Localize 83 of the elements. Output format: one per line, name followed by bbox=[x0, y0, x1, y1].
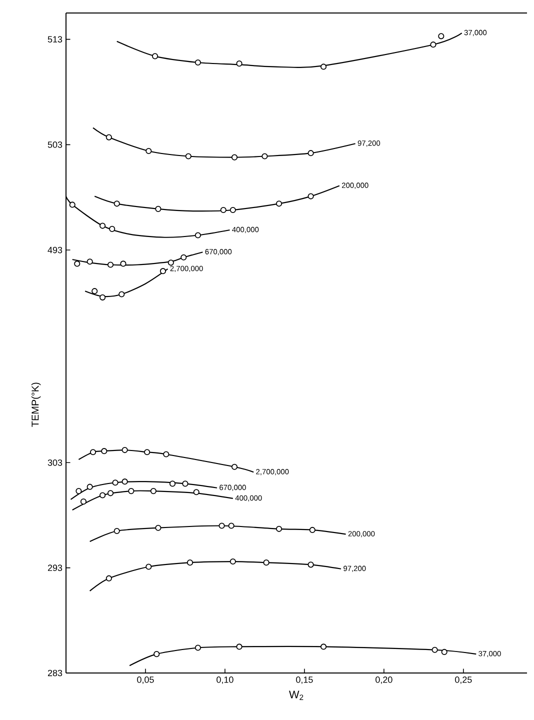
point bbox=[194, 59, 201, 66]
point bbox=[230, 206, 236, 214]
point bbox=[231, 464, 238, 470]
point bbox=[74, 260, 80, 267]
point bbox=[430, 42, 436, 48]
point bbox=[182, 480, 188, 487]
point bbox=[276, 200, 282, 207]
x-tick-label: 0,05 bbox=[137, 676, 154, 684]
point bbox=[107, 490, 114, 496]
line-series bbox=[70, 481, 218, 500]
point bbox=[150, 488, 156, 494]
x-tick-label: 0,15 bbox=[296, 676, 313, 684]
point bbox=[231, 154, 238, 160]
point bbox=[86, 258, 93, 265]
point bbox=[276, 526, 282, 532]
point bbox=[320, 64, 327, 70]
point bbox=[92, 288, 98, 294]
line-series bbox=[94, 185, 340, 212]
point bbox=[100, 222, 106, 229]
y-tick-label: 493 bbox=[48, 246, 62, 254]
point bbox=[193, 489, 200, 496]
point bbox=[218, 522, 225, 529]
point bbox=[432, 646, 438, 653]
point bbox=[155, 524, 162, 531]
point bbox=[262, 153, 268, 160]
point bbox=[308, 562, 314, 568]
point bbox=[86, 484, 93, 490]
point bbox=[154, 651, 160, 658]
point bbox=[69, 202, 76, 208]
point bbox=[128, 488, 134, 494]
x-tick-label: 0,10 bbox=[216, 676, 234, 684]
point bbox=[112, 480, 118, 486]
point bbox=[194, 232, 201, 238]
y-tick-label: 513 bbox=[48, 36, 62, 43]
point bbox=[122, 446, 128, 454]
y-tick-label: 293 bbox=[48, 564, 62, 572]
point bbox=[186, 560, 194, 566]
point bbox=[118, 291, 125, 298]
y-axis-title: TEMP(°K) bbox=[31, 382, 41, 427]
point bbox=[106, 134, 112, 140]
point bbox=[160, 268, 166, 274]
point bbox=[155, 206, 162, 212]
point bbox=[320, 644, 327, 650]
y-tick-label: 503 bbox=[48, 141, 62, 148]
point bbox=[220, 206, 226, 214]
point bbox=[236, 644, 242, 650]
point bbox=[107, 262, 114, 268]
point bbox=[100, 294, 106, 300]
y-tick-label: 303 bbox=[48, 459, 62, 466]
point bbox=[120, 260, 126, 267]
point bbox=[114, 528, 120, 534]
point bbox=[122, 478, 128, 485]
point bbox=[101, 448, 108, 454]
point bbox=[109, 226, 116, 232]
point bbox=[180, 254, 187, 260]
point bbox=[169, 480, 176, 487]
point bbox=[114, 200, 120, 207]
point bbox=[100, 492, 106, 498]
point bbox=[441, 648, 448, 656]
point bbox=[152, 53, 158, 60]
point bbox=[194, 644, 201, 651]
point bbox=[236, 60, 242, 67]
point bbox=[90, 449, 96, 456]
point bbox=[144, 449, 150, 456]
x-axis-title: W$_{2}$ bbox=[288, 690, 304, 700]
point bbox=[168, 260, 174, 266]
point bbox=[185, 153, 192, 160]
point bbox=[308, 193, 314, 200]
point bbox=[230, 558, 236, 565]
point bbox=[76, 488, 82, 494]
x-tick-label: 0,20 bbox=[376, 676, 392, 684]
point bbox=[106, 575, 112, 582]
point bbox=[309, 526, 316, 534]
point bbox=[228, 522, 234, 529]
point bbox=[146, 148, 152, 154]
x-tick-label: 0,25 bbox=[455, 676, 472, 684]
point bbox=[80, 498, 87, 505]
point bbox=[308, 150, 314, 156]
y-tick-label: 283 bbox=[48, 670, 62, 676]
point bbox=[263, 560, 270, 566]
point bbox=[163, 451, 170, 458]
point bbox=[438, 33, 444, 40]
point bbox=[146, 564, 152, 570]
